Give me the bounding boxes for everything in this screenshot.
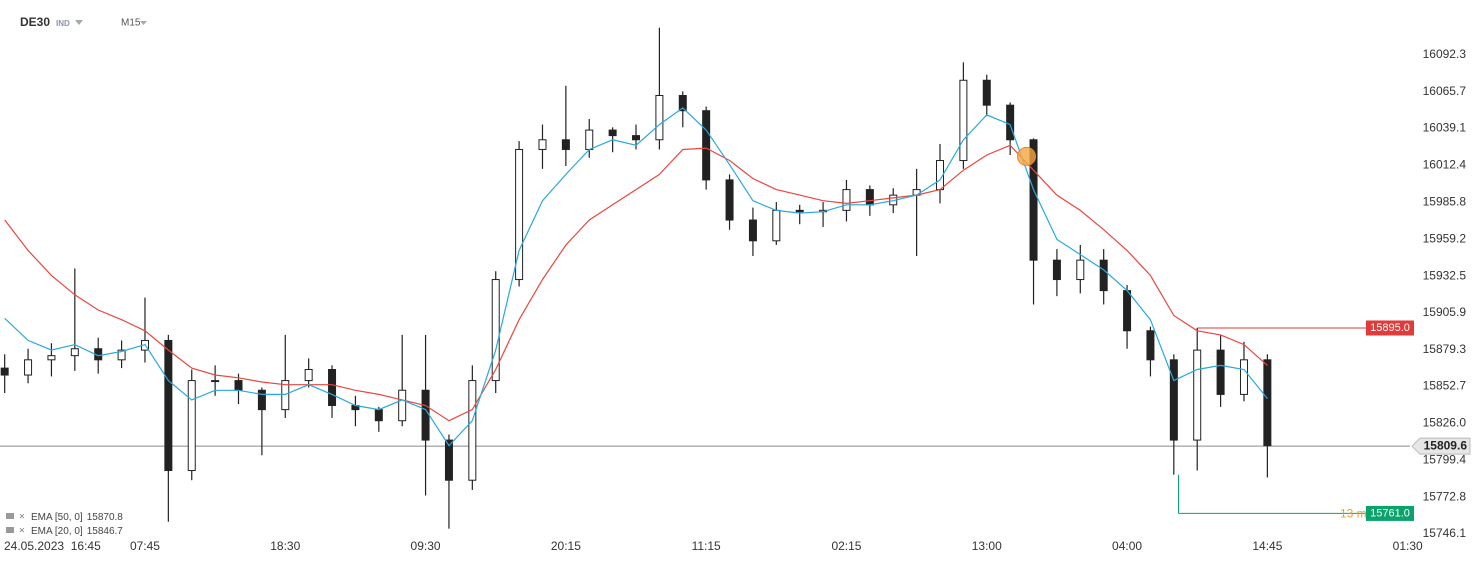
y-tick-label: 15852.7 <box>1423 379 1467 393</box>
candle-body <box>1029 139 1038 261</box>
candle-body <box>211 380 220 383</box>
candle-body <box>842 189 851 211</box>
legend-close: × <box>19 526 25 537</box>
candle-body <box>1076 259 1085 281</box>
y-tick-label: 15772.8 <box>1423 489 1467 503</box>
candle-body <box>328 369 337 406</box>
candle-body <box>795 209 804 213</box>
x-tick-label: 04:00 <box>1112 539 1142 553</box>
candle-body <box>491 279 500 382</box>
candle-body <box>585 129 594 150</box>
candle-body <box>1052 259 1061 281</box>
y-tick-label: 15799.4 <box>1423 452 1467 466</box>
x-tick-label: 18:30 <box>270 539 300 553</box>
candle-body <box>538 139 547 150</box>
x-tick-label: 11:15 <box>692 539 721 553</box>
candle-body <box>748 219 757 242</box>
candle-body <box>1146 330 1155 361</box>
legend-value: 15870.8 <box>87 512 124 523</box>
candle-body <box>1006 104 1015 141</box>
candle-body <box>1239 359 1248 395</box>
price-tag-label: 15761.0 <box>1370 507 1410 519</box>
candle-body <box>515 148 524 281</box>
candle-body <box>772 209 781 242</box>
legend-icon <box>6 527 14 533</box>
candle-body <box>421 389 430 441</box>
candle-body <box>655 94 664 141</box>
legend-icon <box>6 513 14 519</box>
candle-body <box>1263 359 1272 447</box>
candle-body <box>117 349 126 361</box>
candle-body <box>468 380 477 481</box>
candle-body <box>678 94 687 112</box>
signal-marker <box>1017 146 1037 166</box>
y-tick-label: 15905.9 <box>1423 305 1467 319</box>
candle-body <box>47 355 56 361</box>
legend-name: EMA [20, 0] <box>31 526 83 537</box>
legend-value: 15846.7 <box>87 526 124 537</box>
candle-body <box>281 380 290 411</box>
candle-body <box>164 339 173 472</box>
y-tick-label: 16039.1 <box>1423 121 1467 135</box>
x-tick-label: 07:45 <box>130 539 160 553</box>
y-tick-label: 15959.2 <box>1423 231 1467 245</box>
dropdown-arrow[interactable] <box>75 20 83 25</box>
interval[interactable]: M15 <box>121 18 141 29</box>
candle-body <box>959 79 968 162</box>
x-tick-label: 24.05.2023 16:45 <box>4 539 101 553</box>
candle-body <box>304 369 313 382</box>
ema-line <box>4 144 1268 422</box>
legend-name: EMA [50, 0] <box>31 512 83 523</box>
y-tick-label: 15932.5 <box>1423 268 1467 282</box>
price-tag-label: 15809.6 <box>1424 438 1468 452</box>
candle-body <box>1193 349 1202 441</box>
dropdown-arrow[interactable] <box>140 21 147 25</box>
candle-body <box>1216 349 1225 395</box>
candle-body <box>257 389 266 411</box>
countdown: 13 m <box>1340 507 1367 521</box>
y-tick-label: 15826.0 <box>1423 416 1467 430</box>
legend-entry: EMA [50, 0] 15870.8 <box>31 512 123 523</box>
candle-body <box>1169 359 1178 441</box>
candle-body <box>444 439 453 481</box>
market: IND <box>56 19 70 28</box>
candle-body <box>0 367 9 376</box>
candle-body <box>632 135 641 141</box>
legend-close: × <box>19 512 25 523</box>
y-tick-label: 16092.3 <box>1423 47 1467 61</box>
candle-body <box>725 179 734 221</box>
candle-body <box>865 189 874 206</box>
x-tick-label: 01:30 <box>1393 539 1423 553</box>
y-tick-label: 15746.1 <box>1423 526 1467 540</box>
x-tick-label: 20:15 <box>551 539 581 553</box>
x-tick-label: 09:30 <box>411 539 441 553</box>
y-tick-label: 16012.4 <box>1423 158 1467 172</box>
y-tick-label: 15985.8 <box>1423 194 1467 208</box>
x-tick-label: 13:00 <box>972 539 1002 553</box>
candle-body <box>398 389 407 422</box>
candle-body <box>1099 259 1108 292</box>
price-tag <box>1366 320 1414 336</box>
symbol[interactable]: DE30 <box>20 15 50 29</box>
price-tag <box>1411 437 1471 455</box>
candle-body <box>561 139 570 150</box>
legend-entry: EMA [20, 0] 15846.7 <box>31 526 123 537</box>
candle-body <box>24 359 33 376</box>
y-tick-label: 15879.3 <box>1423 342 1467 356</box>
candle-body <box>702 110 711 181</box>
ema-line <box>4 107 1268 447</box>
candle-body <box>374 409 383 422</box>
y-tick-label: 16065.7 <box>1423 84 1467 98</box>
x-tick-label: 02:15 <box>831 539 861 553</box>
candle-body <box>187 380 196 472</box>
candle-body <box>234 380 243 391</box>
candle-body <box>1123 290 1132 332</box>
x-tick-label: 14:45 <box>1252 539 1282 553</box>
candle-body <box>982 79 991 106</box>
candle-body <box>70 348 79 357</box>
price-tag-label: 15895.0 <box>1370 322 1410 334</box>
candle-body <box>608 129 617 137</box>
price-tag <box>1366 505 1414 521</box>
